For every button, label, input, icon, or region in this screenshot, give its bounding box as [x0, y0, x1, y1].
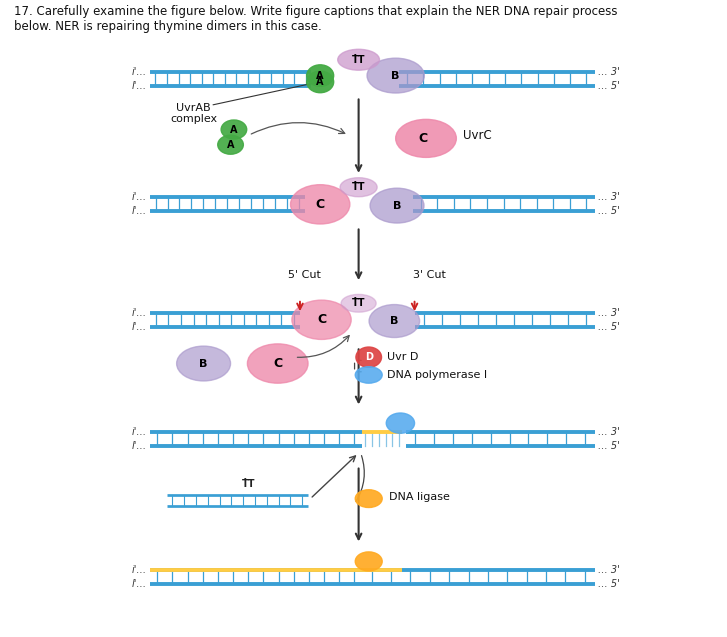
Text: i'…: i'… — [131, 67, 146, 77]
Text: … 5': … 5' — [598, 81, 619, 90]
Text: Uvr D: Uvr D — [387, 352, 418, 362]
Text: B: B — [393, 201, 401, 211]
Text: B: B — [390, 316, 398, 326]
Ellipse shape — [367, 58, 425, 93]
Text: 17. Carefully examine the figure below. Write figure captions that explain the N: 17. Carefully examine the figure below. … — [14, 4, 617, 32]
Text: B: B — [392, 71, 400, 81]
Text: 3' Cut: 3' Cut — [412, 271, 446, 280]
Ellipse shape — [307, 65, 334, 87]
Ellipse shape — [340, 178, 377, 197]
Ellipse shape — [395, 119, 457, 157]
Ellipse shape — [356, 347, 382, 368]
Text: DNA ligase: DNA ligase — [389, 492, 450, 502]
Text: A: A — [316, 77, 324, 87]
Text: i'…: i'… — [131, 565, 146, 575]
Text: A: A — [227, 140, 234, 150]
Ellipse shape — [356, 367, 382, 383]
Ellipse shape — [247, 344, 308, 383]
Text: i'…: i'… — [131, 308, 146, 318]
Text: C: C — [317, 313, 326, 326]
Ellipse shape — [356, 552, 382, 571]
Text: i'…: i'… — [131, 192, 146, 203]
Ellipse shape — [292, 300, 351, 340]
Ellipse shape — [369, 304, 419, 338]
Text: 5' Cut: 5' Cut — [288, 271, 321, 280]
Text: A: A — [230, 124, 238, 134]
Text: D: D — [365, 352, 373, 362]
Ellipse shape — [291, 185, 350, 224]
Ellipse shape — [338, 49, 379, 70]
Text: C: C — [273, 357, 282, 370]
Text: C: C — [316, 198, 325, 211]
Text: … 5': … 5' — [598, 579, 619, 589]
Text: B: B — [199, 359, 208, 369]
Text: T̂T: T̂T — [352, 182, 366, 192]
Ellipse shape — [307, 71, 334, 93]
Text: … 3': … 3' — [598, 192, 619, 203]
Ellipse shape — [370, 188, 424, 223]
Text: … 3': … 3' — [598, 565, 619, 575]
Text: UvrAB
complex: UvrAB complex — [170, 103, 217, 124]
Text: l'…: l'… — [131, 81, 146, 90]
Text: … 3': … 3' — [598, 308, 619, 318]
Text: … 5': … 5' — [598, 441, 619, 451]
Text: … 3': … 3' — [598, 67, 619, 77]
Ellipse shape — [177, 346, 230, 381]
Text: A: A — [316, 71, 324, 81]
Text: … 5': … 5' — [598, 206, 619, 217]
Text: … 5': … 5' — [598, 322, 619, 332]
Text: i'…: i'… — [131, 427, 146, 437]
Ellipse shape — [386, 413, 414, 433]
Ellipse shape — [221, 120, 246, 139]
Text: T̂T: T̂T — [242, 479, 255, 489]
Text: l'…: l'… — [131, 322, 146, 332]
Text: UvrC: UvrC — [463, 129, 492, 141]
Text: DNA polymerase I: DNA polymerase I — [387, 370, 487, 380]
Text: l'…: l'… — [131, 206, 146, 217]
Text: l'…: l'… — [131, 579, 146, 589]
Text: T̂T: T̂T — [352, 298, 366, 308]
Ellipse shape — [356, 490, 382, 508]
Text: l'…: l'… — [131, 441, 146, 451]
Ellipse shape — [218, 135, 244, 154]
Text: T̂T: T̂T — [352, 55, 366, 65]
Text: … 3': … 3' — [598, 427, 619, 437]
Ellipse shape — [341, 294, 376, 312]
Text: C: C — [418, 132, 427, 145]
